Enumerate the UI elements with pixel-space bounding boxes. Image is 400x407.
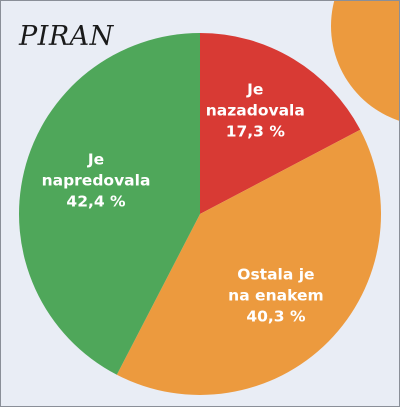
- pie-slice-label: Je nazadovala 17,3 %: [206, 80, 305, 140]
- chart-title: PIRAN: [19, 21, 114, 52]
- pie-slice-label: Ostala je na enakem 40,3 %: [228, 265, 323, 325]
- pie-slice-label: Je napredovala 42,4 %: [42, 151, 151, 211]
- pie-slices: [19, 33, 381, 395]
- decorative-circle: [331, 1, 399, 121]
- pie-labels: Je nazadovala 17,3 % Ostala je na enakem 40,3…: [42, 80, 324, 325]
- pie-slice: [200, 33, 361, 214]
- pie-slice: [19, 33, 201, 375]
- pie-slice: [116, 129, 381, 395]
